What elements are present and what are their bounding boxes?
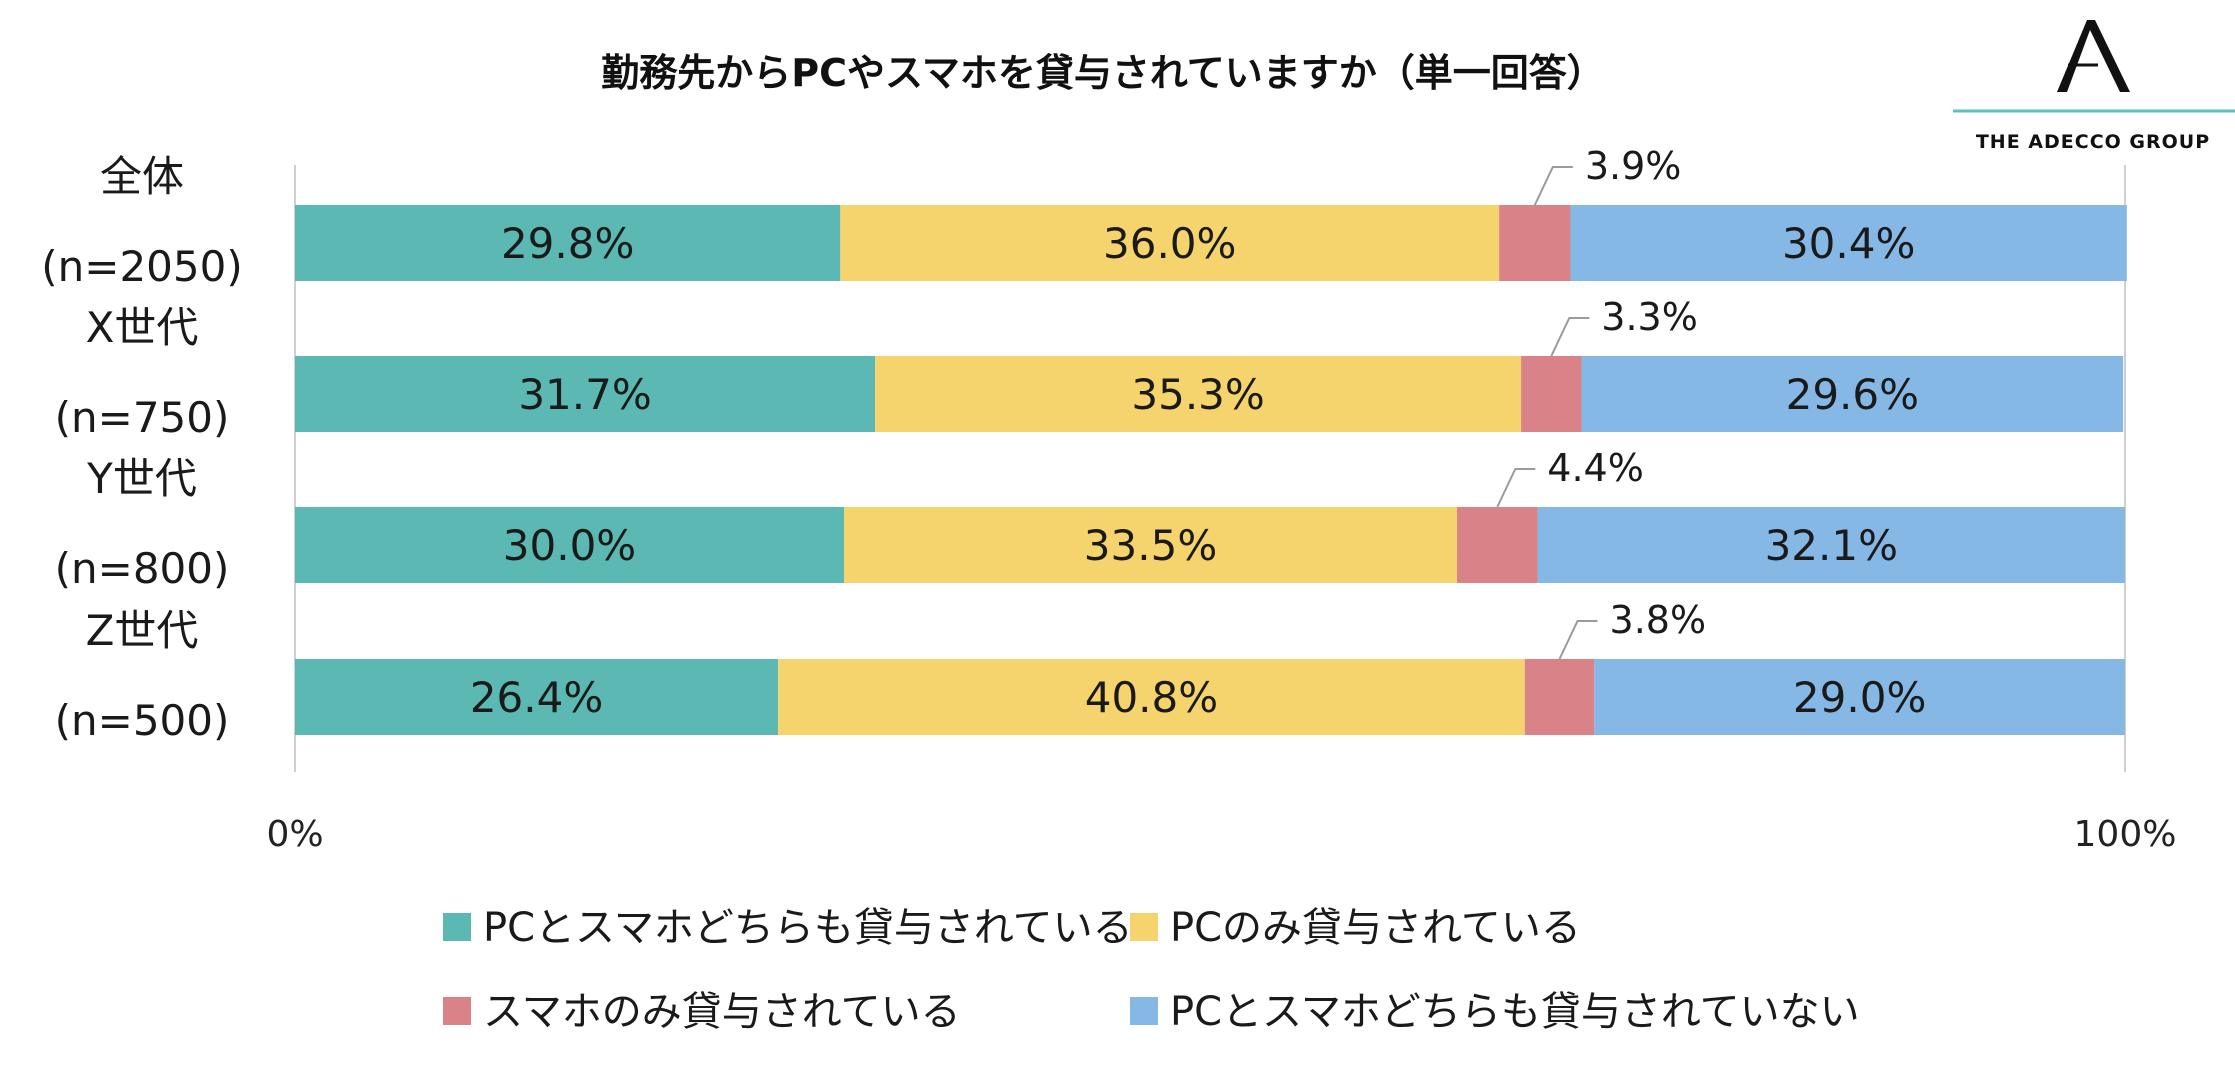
adecco-logo-mark xyxy=(2057,20,2130,92)
data-label: 30.4% xyxy=(1782,219,1915,268)
bar-segment xyxy=(875,356,1522,432)
category-n-label: (n=750) xyxy=(55,393,230,442)
x-tick-label: 0% xyxy=(266,814,323,855)
legend-label: PCのみ貸与されている xyxy=(1170,905,1581,951)
category-label: X世代 xyxy=(86,303,199,352)
legend-label: PCとスマホどちらも貸与されている xyxy=(483,905,1133,951)
legend-item: PCのみ貸与されている xyxy=(1130,905,1581,951)
bar-segment xyxy=(1537,507,2125,583)
data-label: 29.6% xyxy=(1786,370,1919,419)
category-label: Z世代 xyxy=(86,606,199,655)
leader-line xyxy=(1533,166,1573,206)
bar-row: 30.0% 33.5% 4.4% 32.1% xyxy=(295,446,2125,583)
bar-segment xyxy=(295,356,876,432)
category-n-label: (n=2050) xyxy=(41,242,242,291)
legend-item: スマホのみ貸与されている xyxy=(443,989,961,1035)
data-label: 26.4% xyxy=(470,673,603,722)
data-label: 3.9% xyxy=(1585,144,1682,188)
bars-group: 29.8% 36.0% 3.9% 30.4% 31.7% 35.3% 3.3% 29.6% 30… xyxy=(295,144,2127,735)
data-label: 40.8% xyxy=(1085,673,1218,722)
x-tick-label: 100% xyxy=(2074,814,2177,855)
data-label: 35.3% xyxy=(1131,370,1264,419)
leader-line xyxy=(1558,620,1598,660)
bar-row: 31.7% 35.3% 3.3% 29.6% xyxy=(295,295,2124,432)
legend-label: PCとスマホどちらも貸与されていない xyxy=(1170,989,1860,1035)
bar-row: 26.4% 40.8% 3.8% 29.0% xyxy=(295,598,2125,735)
category-n-label: (n=500) xyxy=(55,696,230,745)
legend-swatch xyxy=(443,997,471,1025)
data-label: 33.5% xyxy=(1084,521,1217,570)
leader-line xyxy=(1496,468,1536,508)
bar-segment xyxy=(844,507,1458,583)
bar-segment xyxy=(1521,356,1582,432)
bar-segment xyxy=(778,659,1525,735)
bar-segment xyxy=(1594,659,2125,735)
legend-swatch xyxy=(443,913,471,941)
bar-row: 29.8% 36.0% 3.9% 30.4% xyxy=(295,144,2127,281)
bar-segment xyxy=(1581,356,2124,432)
bar-segment xyxy=(1457,507,1538,583)
data-label: 3.8% xyxy=(1610,598,1707,642)
bar-segment xyxy=(1570,205,2127,281)
category-label: Y世代 xyxy=(86,454,197,503)
leader-line xyxy=(1550,317,1590,357)
data-label: 31.7% xyxy=(518,370,651,419)
legend-label: スマホのみ貸与されている xyxy=(483,989,961,1035)
legend-item: PCとスマホどちらも貸与されていない xyxy=(1130,989,1860,1035)
bar-segment xyxy=(295,205,841,281)
category-labels: 全体 (n=2050) X世代 (n=750) Y世代 (n=800) Z世代 (n=500) xyxy=(41,152,242,745)
data-label: 29.0% xyxy=(1793,673,1926,722)
bar-segment xyxy=(1524,659,1595,735)
data-label: 30.0% xyxy=(503,521,636,570)
legend-item: PCとスマホどちらも貸与されている xyxy=(443,905,1133,951)
adecco-logo: THE ADECCO GROUP xyxy=(1953,20,2235,153)
legend-swatch xyxy=(1130,997,1158,1025)
bar-segment xyxy=(840,205,1500,281)
category-label: 全体 xyxy=(100,152,184,201)
bar-segment xyxy=(295,659,779,735)
data-label: 29.8% xyxy=(501,219,634,268)
category-n-label: (n=800) xyxy=(55,544,230,593)
data-label: 4.4% xyxy=(1547,446,1644,490)
data-label: 3.3% xyxy=(1601,295,1698,339)
legend: PCとスマホどちらも貸与されている PCのみ貸与されているスマホのみ貸与されている… xyxy=(443,905,1860,1035)
adecco-logo-text: THE ADECCO GROUP xyxy=(1976,131,2210,153)
chart-title: 勤務先からPCやスマホを貸与されていますか（単一回答） xyxy=(601,51,1604,95)
legend-swatch xyxy=(1130,913,1158,941)
data-label: 32.1% xyxy=(1765,521,1898,570)
bar-segment xyxy=(1499,205,1571,281)
data-label: 36.0% xyxy=(1103,219,1236,268)
bar-segment xyxy=(295,507,844,583)
